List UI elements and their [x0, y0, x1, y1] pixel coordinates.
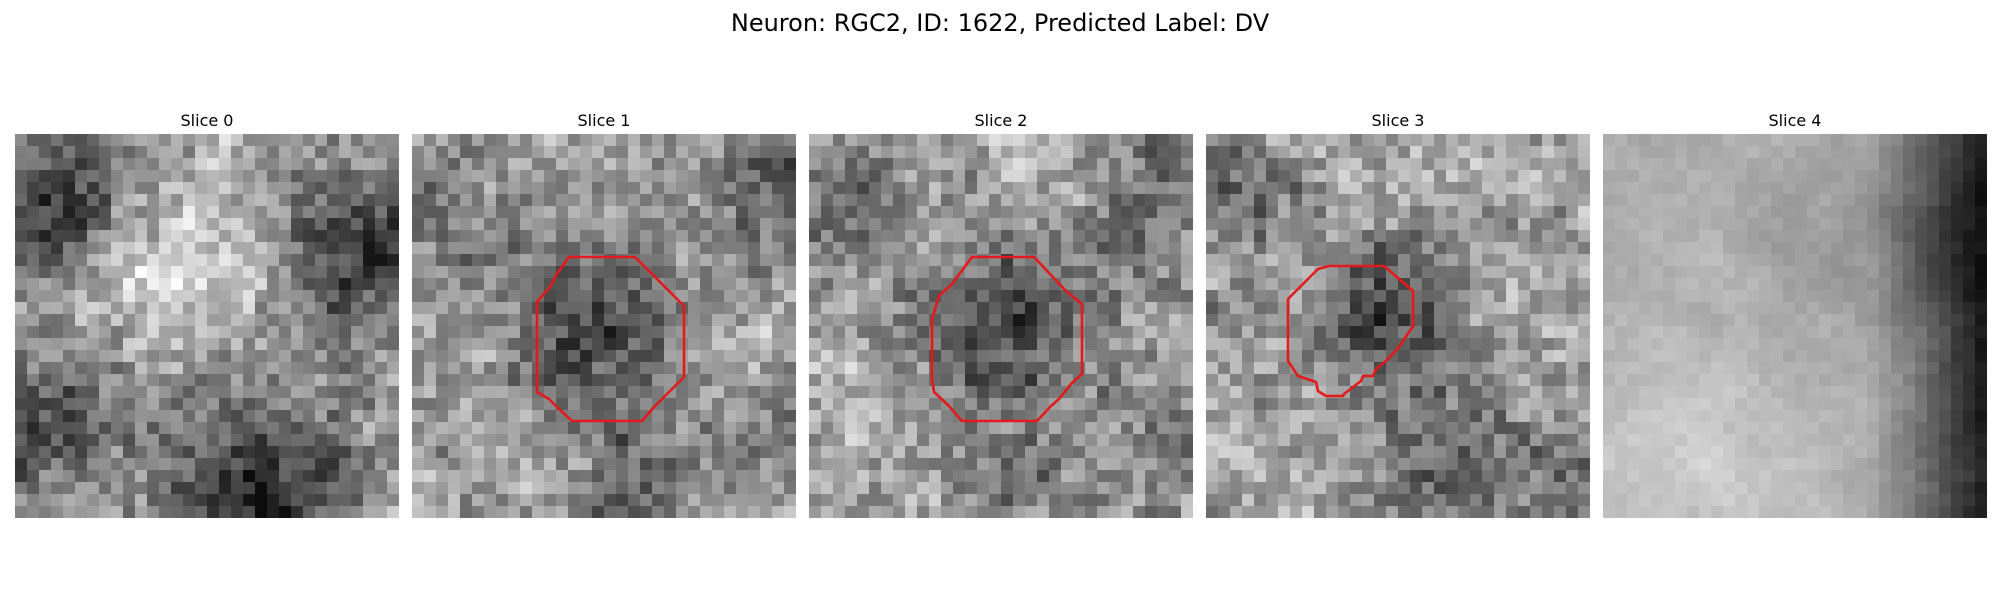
slice-panel-3: Slice 3 — [1206, 108, 1590, 518]
slice-4-image — [1603, 134, 1987, 518]
slice-panel-0: Slice 0 — [15, 108, 399, 518]
slice-1-image — [412, 134, 796, 518]
slice-4-title: Slice 4 — [1768, 111, 1822, 130]
slice-3-roi-outline — [1286, 264, 1415, 398]
slice-2-image — [809, 134, 1193, 518]
slice-panel-2: Slice 2 — [809, 108, 1193, 518]
slice-3-image — [1206, 134, 1590, 518]
figure-title: Neuron: RGC2, ID: 1622, Predicted Label:… — [730, 9, 1270, 37]
slice-2-roi-overlay — [930, 255, 1084, 423]
slice-1-roi-outline — [535, 255, 686, 423]
slice-1-roi-overlay — [535, 255, 686, 423]
slice-panel-4: Slice 4 — [1603, 108, 1987, 518]
slice-2-title: Slice 2 — [974, 111, 1028, 130]
slice-0-title: Slice 0 — [180, 111, 234, 130]
slice-3-roi-overlay — [1286, 264, 1415, 398]
slice-2-roi-outline — [930, 255, 1084, 423]
slice-1-title: Slice 1 — [577, 111, 631, 130]
slice-3-title: Slice 3 — [1371, 111, 1425, 130]
slice-panel-1: Slice 1 — [412, 108, 796, 518]
slice-0-image — [15, 134, 399, 518]
